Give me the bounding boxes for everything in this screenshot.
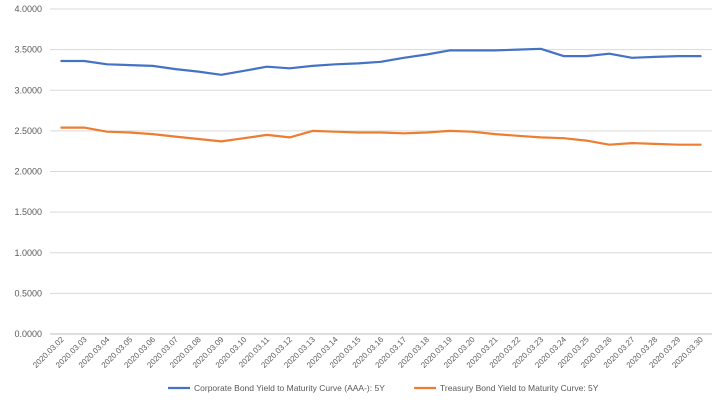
legend-label-corporate: Corporate Bond Yield to Maturity Curve (… bbox=[194, 383, 385, 393]
y-tick-label: 1.0000 bbox=[14, 248, 42, 258]
legend: Corporate Bond Yield to Maturity Curve (… bbox=[168, 383, 599, 393]
y-tick-label: 0.5000 bbox=[14, 288, 42, 298]
y-tick-label: 4.0000 bbox=[14, 4, 42, 14]
corporate-bond-series-line bbox=[60, 47, 702, 76]
y-tick-label: 0.0000 bbox=[14, 329, 42, 339]
gridlines bbox=[50, 8, 712, 294]
x-tick-labels: 2020.03.022020.03.032020.03.042020.03.05… bbox=[31, 335, 705, 370]
y-tick-labels: 0.0000 0.5000 1.0000 1.5000 2.0000 2.5000 3.00… bbox=[14, 4, 42, 339]
series-lines bbox=[60, 47, 702, 146]
legend-label-treasury: Treasury Bond Yield to Maturity Curve: 5… bbox=[440, 383, 599, 393]
y-tick-label: 1.5000 bbox=[14, 207, 42, 217]
y-tick-label: 2.5000 bbox=[14, 126, 42, 136]
y-tick-label: 3.0000 bbox=[14, 85, 42, 95]
y-tick-label: 2.0000 bbox=[14, 167, 42, 177]
treasury-bond-series-line bbox=[60, 126, 702, 146]
y-tick-label: 3.5000 bbox=[14, 45, 42, 55]
